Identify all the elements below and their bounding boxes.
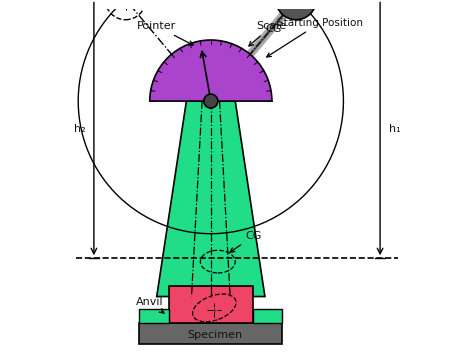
Circle shape xyxy=(276,0,316,20)
Polygon shape xyxy=(157,101,265,297)
Text: Hammer: Hammer xyxy=(0,358,1,359)
Text: Pointer: Pointer xyxy=(137,21,193,45)
Polygon shape xyxy=(253,309,283,323)
Wedge shape xyxy=(150,40,272,101)
Text: End of
Swing: End of Swing xyxy=(0,358,1,359)
Circle shape xyxy=(204,94,218,108)
Text: Starting Position: Starting Position xyxy=(267,18,363,57)
Text: CG: CG xyxy=(230,231,262,252)
Bar xyxy=(139,323,283,344)
Text: Scale: Scale xyxy=(249,21,286,46)
Text: h₂: h₂ xyxy=(73,124,85,134)
Text: Specimen: Specimen xyxy=(187,330,242,340)
Bar xyxy=(169,286,253,323)
Polygon shape xyxy=(139,309,169,323)
Text: h₁: h₁ xyxy=(389,124,401,134)
Text: Anvil: Anvil xyxy=(136,297,164,313)
Circle shape xyxy=(295,0,301,4)
Text: CG: CG xyxy=(265,24,282,34)
